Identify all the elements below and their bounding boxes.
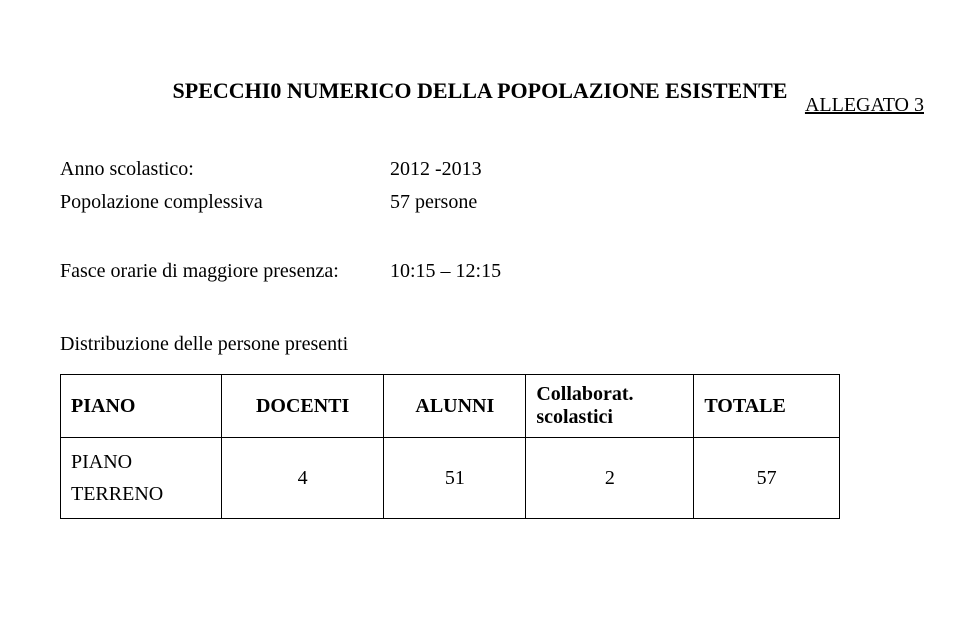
col-docenti: DOCENTI — [221, 375, 384, 438]
col-piano: PIANO — [61, 375, 222, 438]
attachment-header: ALLEGATO 3 — [805, 94, 924, 117]
col-totale: TOTALE — [694, 375, 840, 438]
collab-line2: scolastici — [536, 406, 613, 428]
cell-docenti: 4 — [221, 438, 384, 519]
anno-value: 2012 -2013 — [390, 158, 482, 181]
anno-label: Anno scolastico: — [60, 158, 390, 181]
fasce-value: 10:15 – 12:15 — [390, 260, 501, 283]
col-alunni: ALUNNI — [384, 375, 526, 438]
piano-line1: PIANO — [71, 451, 132, 473]
col-collab: Collaborat. scolastici — [526, 375, 694, 438]
anno-row: Anno scolastico: 2012 -2013 — [60, 158, 900, 181]
table-header-row: PIANO DOCENTI ALUNNI Collaborat. scolast… — [61, 375, 840, 438]
cell-collab: 2 — [526, 438, 694, 519]
distribution-table: PIANO DOCENTI ALUNNI Collaborat. scolast… — [60, 374, 840, 519]
distribution-heading: Distribuzione delle persone presenti — [60, 333, 900, 356]
content-block: Anno scolastico: 2012 -2013 Popolazione … — [60, 158, 900, 519]
table-row: PIANO TERRENO 4 51 2 57 — [61, 438, 840, 519]
collab-line1: Collaborat. — [536, 383, 633, 405]
cell-alunni: 51 — [384, 438, 526, 519]
pop-row: Popolazione complessiva 57 persone — [60, 191, 900, 214]
piano-line2: TERRENO — [71, 483, 163, 505]
pop-label: Popolazione complessiva — [60, 191, 390, 214]
cell-totale: 57 — [694, 438, 840, 519]
fasce-label: Fasce orarie di maggiore presenza: — [60, 260, 390, 283]
cell-piano: PIANO TERRENO — [61, 438, 222, 519]
pop-value: 57 persone — [390, 191, 477, 214]
fasce-row: Fasce orarie di maggiore presenza: 10:15… — [60, 260, 900, 283]
